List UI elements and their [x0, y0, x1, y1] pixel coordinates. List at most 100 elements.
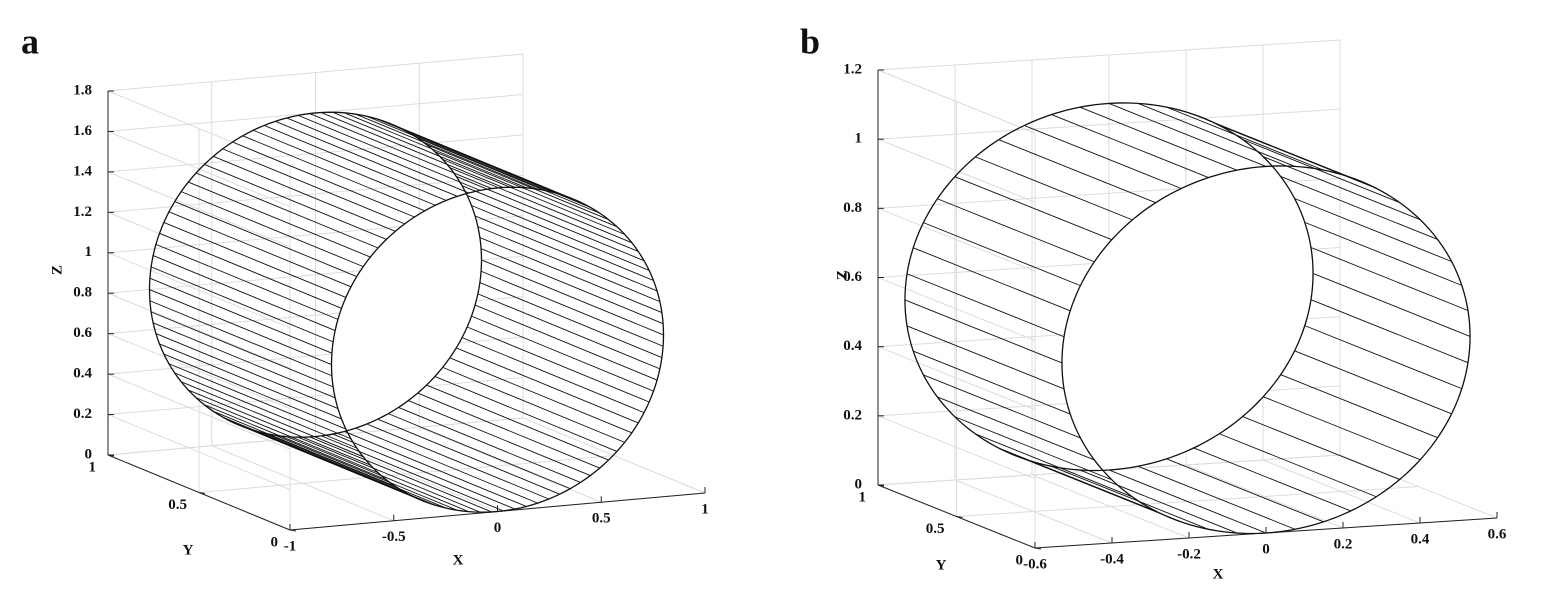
grid-line [107, 373, 291, 450]
generator-line [1137, 102, 1296, 167]
generator-line [1242, 139, 1400, 203]
x-tick-label: -0.4 [1100, 551, 1124, 567]
grid-line [877, 207, 1036, 272]
generator-line [204, 163, 387, 240]
generator-line [195, 172, 379, 249]
generator-line [1294, 198, 1452, 262]
generator-line [159, 343, 342, 420]
generator-line [332, 111, 516, 188]
generator-line [1051, 465, 1209, 530]
z-tick-label: 1 [855, 131, 863, 147]
generator-line [480, 270, 664, 347]
generator-line [388, 413, 571, 490]
generator-line [477, 293, 661, 370]
generator-line [1108, 102, 1267, 167]
generator-line [1294, 350, 1452, 415]
generator-line [913, 350, 1071, 415]
generator-line [434, 376, 618, 452]
generator-line [456, 347, 639, 424]
z-tick-label: 1.8 [73, 82, 92, 98]
generator-line [297, 436, 481, 513]
rim-back [1061, 165, 1471, 535]
grid-line [877, 39, 1341, 71]
z-tick-label: 0.6 [843, 269, 862, 285]
generator-line [937, 198, 1095, 263]
z-tick-label: 1 [85, 244, 93, 260]
panel-label: a [21, 21, 39, 61]
x-tick-label: -1 [284, 538, 297, 554]
grid-line [107, 292, 291, 369]
generator-line [213, 410, 396, 487]
y-tick-label: 0.5 [168, 497, 187, 513]
z-tick-label: 0.4 [73, 366, 92, 382]
generator-line [150, 311, 334, 388]
generator-line [442, 366, 625, 443]
generator-line [408, 400, 591, 476]
generator-line [466, 326, 650, 403]
y-tick-label: 1 [859, 489, 867, 505]
generator-line [417, 392, 600, 469]
z-tick-label: 1.2 [843, 61, 862, 77]
generator-line [906, 273, 1065, 338]
generator-line [159, 232, 342, 309]
generator-line [449, 357, 632, 434]
grid-line [107, 333, 291, 410]
generator-line [344, 431, 527, 507]
generator-line [213, 155, 396, 232]
generator-line [253, 129, 436, 206]
x-tick-label: 0 [1262, 541, 1270, 557]
rim-back [330, 186, 665, 513]
x-tick-label: -0.2 [1177, 546, 1201, 562]
generator-line [163, 353, 347, 430]
generator-line [344, 112, 527, 189]
generator-line [174, 372, 357, 449]
generator-line [954, 176, 1112, 241]
generator-line [1108, 469, 1267, 534]
generator-line [913, 247, 1071, 312]
generator-line [1280, 176, 1438, 240]
generator-line [1166, 458, 1324, 523]
z-tick-label: 0.2 [843, 407, 862, 423]
x-tick-label: 0.4 [1411, 531, 1430, 547]
grid-line [877, 108, 1341, 140]
generator-line [275, 434, 458, 511]
grid-line [877, 138, 1036, 203]
generator-line [168, 363, 352, 440]
generator-line [442, 158, 625, 235]
generator-line [479, 282, 663, 358]
generator-line [1263, 396, 1421, 461]
generator-line [477, 226, 661, 303]
generator-line [1280, 374, 1438, 439]
generator-line [1166, 106, 1324, 171]
generator-line [1219, 433, 1377, 498]
generator-line [923, 222, 1081, 287]
generator-line [426, 144, 609, 221]
z-axis-label: Z [834, 270, 850, 280]
generator-line [168, 211, 352, 288]
generator-line [1137, 465, 1296, 530]
generator-line [264, 125, 447, 201]
y-tick [198, 492, 206, 494]
generator-line [264, 432, 447, 509]
generator-line [474, 215, 658, 292]
generator-line [332, 433, 516, 510]
generator-line [222, 148, 405, 225]
generator-line [479, 237, 663, 313]
generator-line [998, 139, 1156, 204]
generator-line [461, 185, 645, 262]
generator-line [155, 243, 339, 320]
generator-line [188, 389, 371, 466]
generator-line [286, 117, 469, 194]
grid-line [107, 174, 524, 213]
generator-line [232, 141, 415, 218]
generator-line [309, 436, 492, 513]
generator-line [481, 259, 664, 336]
generator-line [449, 167, 632, 244]
generator-line [906, 325, 1065, 390]
generator-line [1024, 125, 1182, 189]
generator-line [474, 304, 658, 381]
generator-line [321, 112, 504, 188]
generator-line [195, 397, 379, 474]
generator-line [188, 181, 371, 258]
rim-front [904, 102, 1314, 472]
